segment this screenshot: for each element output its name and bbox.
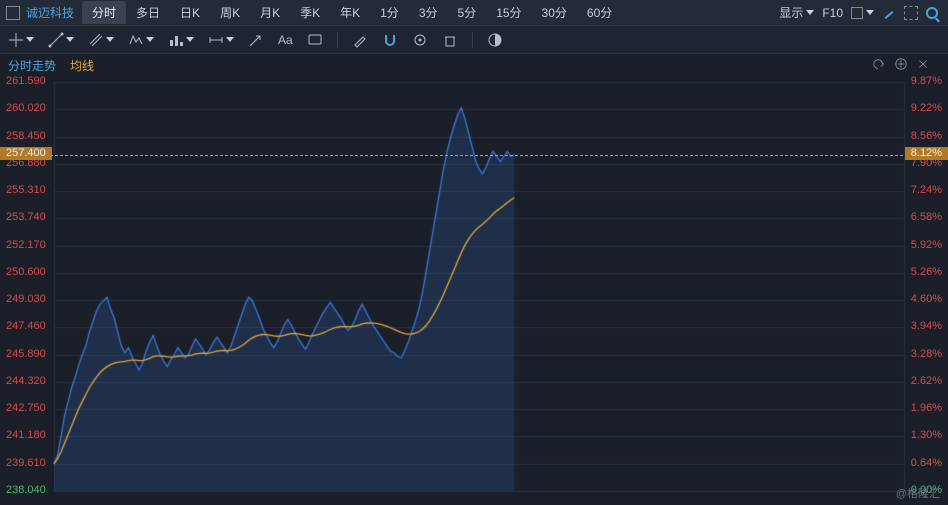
y-left-tick: 244.320 (6, 376, 46, 387)
f10-button[interactable]: F10 (822, 6, 843, 20)
crosshair-tool-icon[interactable] (8, 32, 34, 48)
legend-row: 分时走势 均线 (0, 54, 948, 76)
y-right-tick: 4.60% (911, 294, 942, 305)
timeframe-tab[interactable]: 1分 (370, 1, 409, 24)
y-left-tick: 258.450 (6, 131, 46, 142)
y-right-tick: 0.64% (911, 458, 942, 469)
y-left-tick: 242.750 (6, 403, 46, 414)
chevron-down-icon (806, 10, 814, 15)
note-tool-icon[interactable] (307, 32, 323, 48)
chart-type-icon[interactable] (168, 32, 194, 48)
y-left-tick: 255.310 (6, 185, 46, 196)
brush-tool-icon[interactable] (882, 6, 896, 20)
edit-pencil-icon[interactable] (352, 32, 368, 48)
y-right-tick: 5.92% (911, 240, 942, 251)
top-right-tools: 显示 F10 (779, 4, 944, 21)
display-dropdown[interactable]: 显示 (779, 4, 814, 21)
target-tool-icon[interactable] (412, 32, 428, 48)
y-left-tick: 238.040 (6, 485, 46, 496)
y-left-tick: 249.030 (6, 294, 46, 305)
panel-toggle[interactable] (851, 7, 874, 19)
timeframe-tab[interactable]: 季K (290, 1, 330, 24)
timeframe-tab[interactable]: 日K (170, 1, 210, 24)
stock-name[interactable]: 诚迈科技 (26, 4, 74, 21)
pen-icon (882, 6, 896, 20)
y-left-tick: 253.740 (6, 212, 46, 223)
timeframe-tab[interactable]: 3分 (409, 1, 448, 24)
trash-tool-icon[interactable] (442, 32, 458, 48)
y-right-tick: 2.62% (911, 376, 942, 387)
y-right-tick: 7.24% (911, 185, 942, 196)
contrast-tool-icon[interactable] (487, 32, 503, 48)
y-right-tick: 6.58% (911, 212, 942, 223)
reference-value-left: 257.400 (0, 147, 52, 160)
chart-area[interactable]: 261.590260.020258.450256.880255.310253.7… (0, 76, 948, 505)
timeframe-tab[interactable]: 月K (250, 1, 290, 24)
reference-value-right: 8.12% (905, 147, 948, 160)
timeframe-tab[interactable]: 周K (210, 1, 250, 24)
arrow-tool-icon[interactable] (248, 32, 264, 48)
y-left-tick: 260.020 (6, 103, 46, 114)
ruler-tool-icon[interactable] (208, 32, 234, 48)
y-right-tick: 8.56% (911, 131, 942, 142)
price-chart-canvas (0, 76, 948, 505)
expand-box-icon (904, 6, 918, 20)
text-tool-icon[interactable]: Aa (278, 33, 293, 47)
chevron-down-icon (866, 10, 874, 15)
top-tab-bar: 诚迈科技 分时多日日K周K月K季K年K1分3分5分15分30分60分 显示 F1… (0, 0, 948, 26)
magnifier-icon (926, 7, 938, 19)
y-left-tick: 252.170 (6, 240, 46, 251)
y-right-tick: 9.22% (911, 103, 942, 114)
drawing-toolbar: Aa (0, 26, 948, 54)
timeframe-tab[interactable]: 多日 (126, 1, 170, 24)
parallel-tool-icon[interactable] (88, 32, 114, 48)
close-panel-icon[interactable] (916, 57, 930, 74)
y-left-tick: 241.180 (6, 430, 46, 441)
timeframe-tab[interactable]: 60分 (577, 1, 622, 24)
undo-icon[interactable] (872, 57, 886, 74)
y-right-tick: 1.30% (911, 430, 942, 441)
y-left-tick: 261.590 (6, 76, 46, 87)
timeframe-tab[interactable]: 15分 (486, 1, 531, 24)
line-tool-icon[interactable] (48, 32, 74, 48)
magnet-tool-icon[interactable] (382, 32, 398, 48)
timeframe-tab[interactable]: 30分 (532, 1, 577, 24)
add-icon[interactable] (894, 57, 908, 74)
timeframe-tabs: 分时多日日K周K月K季K年K1分3分5分15分30分60分 (82, 1, 622, 24)
y-left-tick: 245.890 (6, 349, 46, 360)
square-icon (851, 7, 863, 19)
legend-ma: 均线 (70, 57, 94, 74)
wave-tool-icon[interactable] (128, 32, 154, 48)
timeframe-tab[interactable]: 年K (330, 1, 370, 24)
y-right-tick: 1.96% (911, 403, 942, 414)
timeframe-tab[interactable]: 5分 (448, 1, 487, 24)
legend-trend: 分时走势 (8, 57, 56, 74)
y-right-tick: 3.94% (911, 321, 942, 332)
watermark: @格隆汇 (896, 485, 940, 501)
timeframe-tab[interactable]: 分时 (82, 1, 126, 24)
y-right-tick: 3.28% (911, 349, 942, 360)
f10-label: F10 (822, 6, 843, 20)
reference-line (0, 155, 948, 156)
expand-icon[interactable] (904, 6, 918, 20)
search-icon[interactable] (926, 7, 938, 19)
display-label: 显示 (779, 4, 803, 21)
y-left-tick: 247.460 (6, 321, 46, 332)
y-right-tick: 5.26% (911, 267, 942, 278)
y-left-tick: 239.610 (6, 458, 46, 469)
y-right-tick: 9.87% (911, 76, 942, 87)
y-left-tick: 250.600 (6, 267, 46, 278)
menu-square-icon[interactable] (6, 6, 20, 20)
